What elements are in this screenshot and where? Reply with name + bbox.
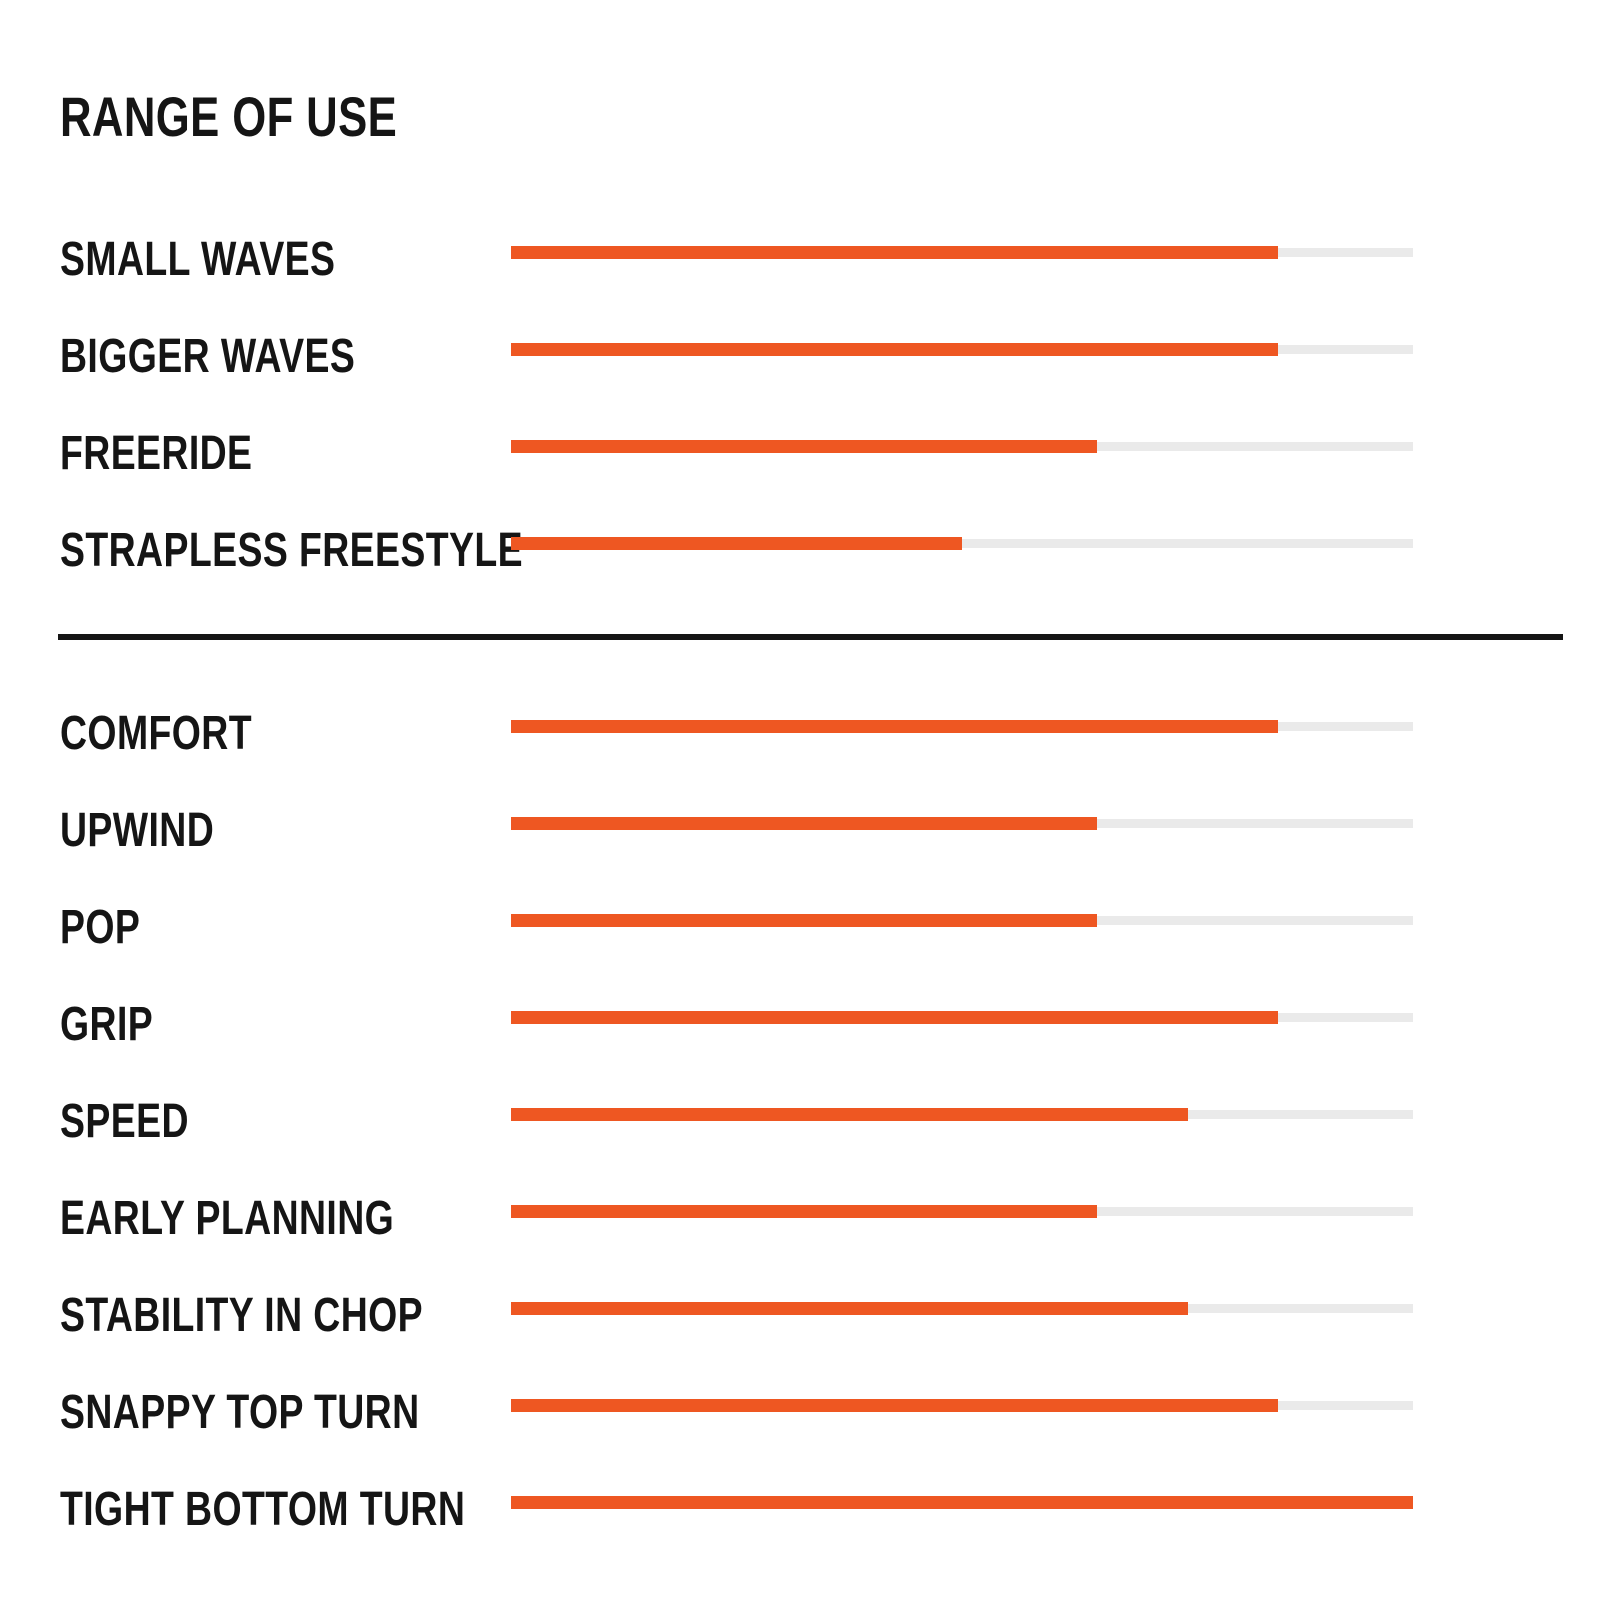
section-characteristics: COMFORT UPWIND POP GRIP SPEED <box>60 696 1540 1569</box>
chart-row: SNAPPY TOP TURN <box>60 1375 1540 1439</box>
row-label: FREERIDE <box>60 427 253 480</box>
row-label: EARLY PLANNING <box>60 1192 395 1245</box>
chart-title: RANGE OF USE <box>60 85 398 148</box>
bar-fill <box>511 914 1098 927</box>
rating-bar <box>511 1108 1413 1121</box>
row-label: COMFORT <box>60 707 252 760</box>
rating-bar <box>511 817 1413 830</box>
rating-bar <box>511 914 1413 927</box>
row-label: BIGGER WAVES <box>60 330 356 383</box>
row-label: POP <box>60 901 141 954</box>
row-label: SMALL WAVES <box>60 233 336 286</box>
chart-row: EARLY PLANNING <box>60 1181 1540 1245</box>
section-range-of-use: SMALL WAVES BIGGER WAVES FREERIDE STRAPL… <box>60 222 1540 610</box>
rating-bar <box>511 537 1413 550</box>
rating-bar <box>511 1496 1413 1509</box>
chart-row: STRAPLESS FREESTYLE <box>60 513 1540 577</box>
chart-row: TIGHT BOTTOM TURN <box>60 1472 1540 1536</box>
rating-bar <box>511 1011 1413 1024</box>
bar-fill <box>511 1496 1413 1509</box>
row-label: SNAPPY TOP TURN <box>60 1386 420 1439</box>
row-label: SPEED <box>60 1095 189 1148</box>
chart-row: UPWIND <box>60 793 1540 857</box>
bar-fill <box>511 1205 1098 1218</box>
chart-row: COMFORT <box>60 696 1540 760</box>
bar-fill <box>511 343 1278 356</box>
bar-fill <box>511 246 1278 259</box>
row-label: TIGHT BOTTOM TURN <box>60 1483 466 1536</box>
chart-row: GRIP <box>60 987 1540 1051</box>
chart-row: FREERIDE <box>60 416 1540 480</box>
row-label: STRAPLESS FREESTYLE <box>60 524 524 577</box>
rating-bar <box>511 720 1413 733</box>
rating-bar <box>511 246 1413 259</box>
rating-bar <box>511 440 1413 453</box>
rating-bar <box>511 1399 1413 1412</box>
bar-fill <box>511 720 1278 733</box>
bar-fill <box>511 817 1098 830</box>
chart-row: SPEED <box>60 1084 1540 1148</box>
rating-bar <box>511 1205 1413 1218</box>
bar-fill <box>511 1302 1188 1315</box>
bar-fill <box>511 1011 1278 1024</box>
section-divider <box>58 634 1563 640</box>
chart-row: SMALL WAVES <box>60 222 1540 286</box>
chart-row: BIGGER WAVES <box>60 319 1540 383</box>
bar-track <box>511 539 1413 548</box>
rating-bar <box>511 343 1413 356</box>
chart-row: POP <box>60 890 1540 954</box>
row-label: UPWIND <box>60 804 215 857</box>
bar-fill <box>511 440 1098 453</box>
row-label: GRIP <box>60 998 154 1051</box>
chart-row: STABILITY IN CHOP <box>60 1278 1540 1342</box>
bar-fill <box>511 1108 1188 1121</box>
bar-fill <box>511 537 962 550</box>
row-label: STABILITY IN CHOP <box>60 1289 424 1342</box>
bar-fill <box>511 1399 1278 1412</box>
rating-bar <box>511 1302 1413 1315</box>
